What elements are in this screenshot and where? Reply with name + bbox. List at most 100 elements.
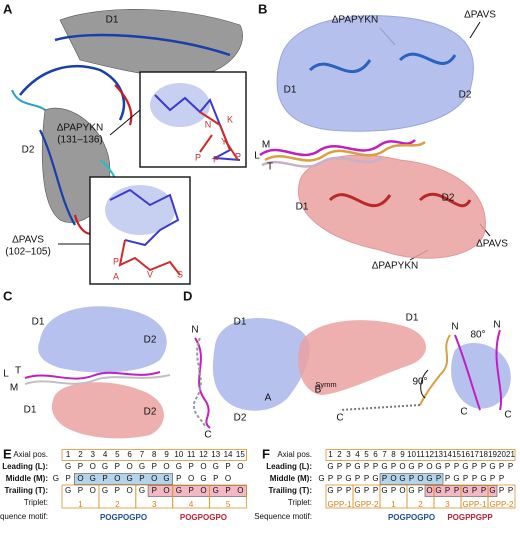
residue: G [408, 462, 414, 471]
residue: P [382, 474, 387, 483]
axial-pos: 8 [391, 450, 396, 459]
residue: G [53, 474, 59, 483]
label: ΔPAVS [476, 239, 508, 250]
label: V [147, 269, 153, 279]
residue: P [225, 462, 230, 471]
motif: POGPOGPO [100, 513, 147, 522]
triplet: 3 [445, 500, 450, 509]
residue: O [399, 462, 405, 471]
residue: P [225, 486, 230, 495]
residue: O [77, 474, 83, 483]
residue: O [163, 486, 169, 495]
row-label: Sequence motif: [0, 512, 48, 521]
residue: G [354, 462, 360, 471]
residue: P [364, 474, 369, 483]
label: M [10, 383, 18, 394]
residue: P [445, 474, 450, 483]
residue: G [489, 462, 495, 471]
row-label: Middle (M): [270, 474, 312, 483]
residue: P [115, 462, 120, 471]
triplet: GPP-1 [327, 500, 352, 509]
residue: G [381, 486, 387, 495]
label: P [113, 256, 119, 266]
label: K [227, 114, 233, 124]
label: C [460, 407, 467, 418]
residue: P [328, 474, 333, 483]
row-label: Triplet: [288, 498, 312, 507]
residue: G [90, 474, 96, 483]
row-label: Sequence motif: [254, 512, 312, 521]
axial-pos: 1 [66, 450, 71, 459]
label: N [493, 320, 500, 331]
surface-red [298, 154, 486, 259]
residue: G [408, 486, 414, 495]
triplet: 2 [418, 500, 423, 509]
label: L [3, 369, 9, 380]
label: A [113, 271, 119, 281]
triplet: GPP-2 [354, 500, 379, 509]
axial-pos: 14 [443, 450, 452, 459]
residue: G [462, 462, 468, 471]
label: A [3, 1, 13, 16]
axial-pos: 15 [236, 450, 245, 459]
residue: G [327, 462, 333, 471]
axial-pos: 12 [425, 450, 434, 459]
label: 90° [412, 377, 427, 388]
residue: O [90, 486, 96, 495]
axial-pos: 12 [199, 450, 208, 459]
row-label: Leading (L): [266, 462, 312, 471]
residue: G [345, 474, 351, 483]
residue: P [454, 462, 459, 471]
triplet: 3 [152, 500, 157, 509]
residue: P [139, 474, 144, 483]
residue: O [127, 486, 133, 495]
residue: P [188, 486, 193, 495]
label: D1 [234, 317, 247, 328]
axial-pos: 4 [355, 450, 360, 459]
axial-pos: 17 [470, 450, 479, 459]
residue: P [445, 486, 450, 495]
axial-pos: 2 [337, 450, 342, 459]
residue: P [499, 474, 504, 483]
triplet-box [209, 484, 247, 509]
label: (102–105) [5, 247, 51, 258]
label: ΔPAVS [464, 10, 496, 21]
label: D2 [144, 335, 157, 346]
residue: P [213, 474, 218, 483]
axial-pos: 7 [382, 450, 387, 459]
label: D1 [106, 15, 119, 26]
residue: P [337, 462, 342, 471]
residue: P [364, 462, 369, 471]
motif: POGPOGPO [388, 513, 435, 522]
residue: G [489, 486, 495, 495]
axial-pos: 21 [506, 450, 515, 459]
residue: P [152, 462, 157, 471]
residue: O [426, 486, 432, 495]
residue: P [418, 462, 423, 471]
residue: O [188, 474, 194, 483]
axial-pos: 6 [373, 450, 378, 459]
label: P [213, 154, 219, 164]
label: 80° [470, 330, 485, 341]
residue: G [139, 462, 145, 471]
residue: G [372, 474, 378, 483]
label: P [235, 151, 241, 161]
residue: P [508, 486, 513, 495]
axial-pos: 5 [364, 450, 369, 459]
inset-top [139, 71, 247, 168]
label: B [315, 385, 322, 396]
label: D1 [24, 405, 37, 416]
label: D1 [406, 313, 419, 324]
residue: G [381, 462, 387, 471]
residue: P [337, 474, 342, 483]
label: C [204, 430, 211, 441]
axial-pos: 13 [434, 450, 443, 459]
residue: G [102, 486, 108, 495]
label: ΔPAVS [12, 235, 44, 246]
axial-pos: 5 [115, 450, 120, 459]
axial-pos: 10 [407, 450, 416, 459]
residue: G [65, 462, 71, 471]
residue: O [426, 462, 432, 471]
residue: G [176, 486, 182, 495]
triplet-box [487, 484, 516, 509]
